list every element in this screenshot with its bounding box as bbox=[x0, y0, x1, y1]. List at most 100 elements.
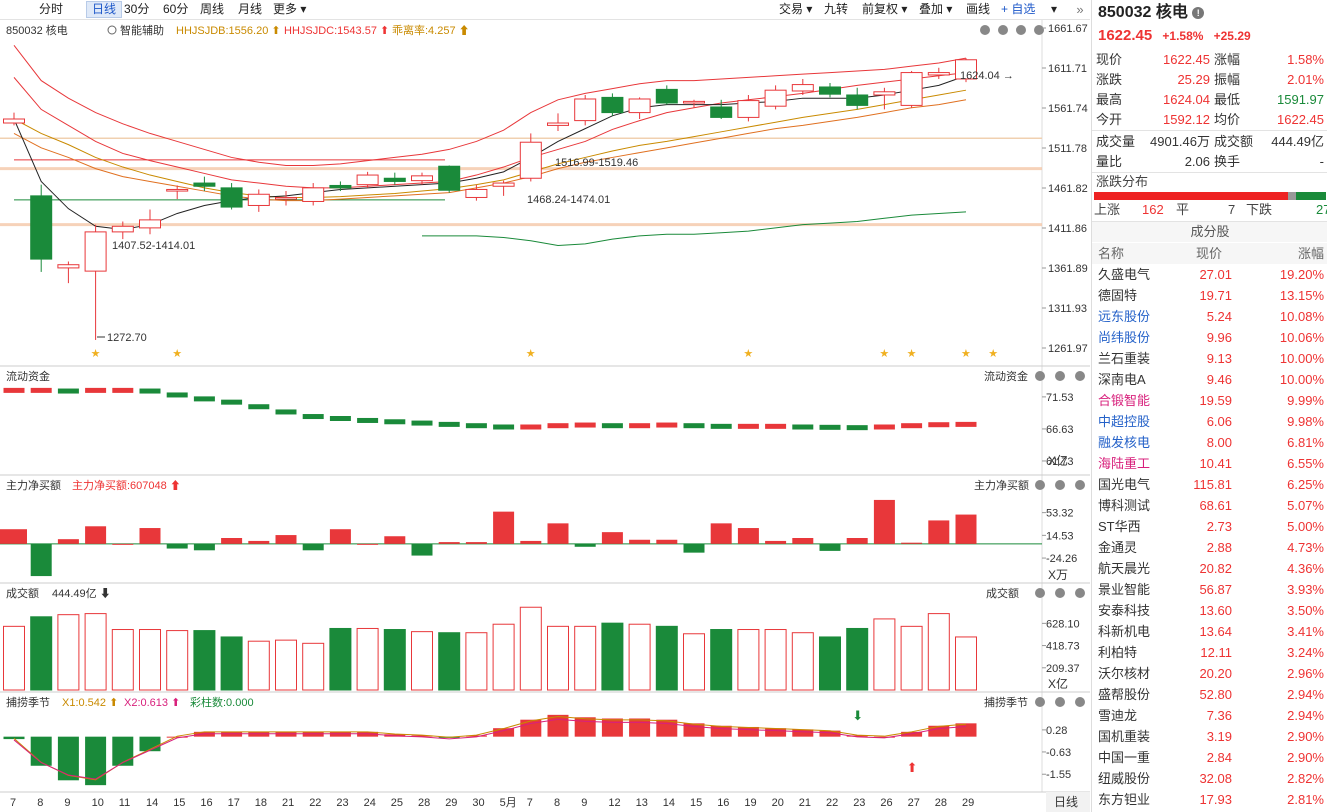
toolbar-right-1[interactable]: 九转 bbox=[824, 2, 849, 16]
toolbar-4[interactable]: 周线 bbox=[200, 2, 225, 16]
toolbar-2[interactable]: 30分 bbox=[124, 2, 150, 16]
date-label: 20 bbox=[772, 797, 784, 809]
p4-axis-label: 418.73 bbox=[1046, 641, 1080, 653]
toolbar-right-2[interactable]: 前复权 ▾ bbox=[862, 2, 908, 16]
liquidity-bar bbox=[302, 414, 324, 420]
netbuy-bar bbox=[765, 540, 787, 544]
gear-icon bbox=[980, 25, 990, 35]
stock-name: 久盛电气 bbox=[1098, 267, 1151, 282]
date-label: 9 bbox=[64, 797, 70, 809]
toolbar-1[interactable]: 日线 bbox=[86, 1, 123, 18]
candle-body bbox=[955, 59, 977, 80]
stock-row[interactable]: 盛帮股份 52.80 2.94% bbox=[1092, 684, 1327, 705]
p5-axis-label: 0.28 bbox=[1046, 725, 1067, 737]
amount-bar bbox=[329, 627, 352, 691]
p3-unit: X万 bbox=[1048, 568, 1068, 582]
liquidity-bar bbox=[601, 423, 623, 429]
stock-row[interactable]: 航天晨光 20.82 4.36% bbox=[1092, 558, 1327, 579]
candle-body bbox=[737, 100, 760, 118]
stock-row[interactable]: 久盛电气 27.01 19.20% bbox=[1092, 264, 1327, 285]
panel3-close-icon bbox=[1075, 480, 1085, 490]
stock-row[interactable]: 金通灵 2.88 4.73% bbox=[1092, 537, 1327, 558]
stock-row[interactable]: 博科测试 68.61 5.07% bbox=[1092, 495, 1327, 516]
toolbar-right-0[interactable]: 交易 ▾ bbox=[779, 2, 813, 16]
date-label: 18 bbox=[255, 797, 267, 809]
stock-row[interactable]: 国机重装 3.19 2.90% bbox=[1092, 726, 1327, 747]
close-icon bbox=[1034, 25, 1044, 35]
stock-row[interactable]: 中超控股 6.06 9.98% bbox=[1092, 411, 1327, 432]
date-label: 14 bbox=[146, 797, 158, 809]
stock-price: 27.01 bbox=[1199, 267, 1232, 282]
star-marker: ★ bbox=[743, 348, 753, 360]
price-axis-label: 1361.89 bbox=[1048, 263, 1088, 275]
stock-row[interactable]: 利柏特 12.11 3.24% bbox=[1092, 642, 1327, 663]
stock-row[interactable]: 中国一重 2.84 2.90% bbox=[1092, 747, 1327, 768]
stock-row[interactable]: 纽威股份 32.08 2.82% bbox=[1092, 768, 1327, 789]
netbuy-bar bbox=[30, 543, 52, 577]
stock-row[interactable]: 合锻智能 19.59 9.99% bbox=[1092, 390, 1327, 411]
stock-row[interactable]: 安泰科技 13.60 3.50% bbox=[1092, 600, 1327, 621]
toolbar-3[interactable]: 60分 bbox=[163, 2, 189, 16]
stock-row[interactable]: 尚纬股份 9.96 10.06% bbox=[1092, 327, 1327, 348]
candle-body bbox=[655, 88, 678, 104]
stock-row[interactable]: 科新机电 13.64 3.41% bbox=[1092, 621, 1327, 642]
candle-body bbox=[302, 187, 325, 202]
stock-row[interactable]: ST华西 2.73 5.00% bbox=[1092, 516, 1327, 537]
stock-row[interactable]: 兰石重装 9.13 10.00% bbox=[1092, 348, 1327, 369]
candle-body bbox=[3, 118, 25, 124]
stock-pct: 5.00% bbox=[1287, 519, 1324, 534]
date-label: 29 bbox=[445, 797, 457, 809]
down-count: 27 bbox=[1316, 202, 1327, 217]
stock-pct: 10.00% bbox=[1279, 351, 1324, 366]
netbuy-bar bbox=[166, 543, 188, 549]
stock-row[interactable]: 雪迪龙 7.36 2.94% bbox=[1092, 705, 1327, 726]
kdj-bar bbox=[873, 736, 895, 738]
stock-row[interactable]: 国光电气 115.81 6.25% bbox=[1092, 474, 1327, 495]
stock-row[interactable]: 海陆重工 10.41 6.55% bbox=[1092, 453, 1327, 474]
info-icon[interactable]: ! bbox=[1192, 7, 1205, 19]
liquidity-bar bbox=[221, 399, 243, 405]
liquidity-bar bbox=[85, 387, 107, 393]
netbuy-bar bbox=[574, 543, 596, 547]
date-label: 8 bbox=[554, 797, 560, 809]
toolbar-6[interactable]: 更多 ▾ bbox=[273, 2, 307, 16]
signal-up-icon: ⬆ bbox=[907, 760, 918, 775]
stock-name: 国机重装 bbox=[1098, 729, 1151, 744]
flat-count: 7 bbox=[1228, 202, 1236, 217]
date-label: 21 bbox=[799, 797, 811, 809]
netbuy-bar bbox=[901, 542, 923, 544]
toolbar-5[interactable]: 月线 bbox=[238, 2, 263, 16]
stock-pct: 2.90% bbox=[1287, 729, 1324, 744]
current-price: 1622.45 bbox=[1098, 27, 1153, 44]
toolbar-right-3[interactable]: 叠加 ▾ bbox=[919, 2, 953, 16]
toolbar-right-4[interactable]: 画线 bbox=[966, 2, 991, 16]
netbuy-bar bbox=[955, 514, 977, 544]
annotation-mid2: 1468.24-1474.01 bbox=[527, 194, 610, 206]
stock-pct: 19.20% bbox=[1279, 267, 1324, 282]
netbuy-bar bbox=[438, 542, 460, 544]
toolbar-0[interactable]: 分时 bbox=[39, 2, 64, 16]
stock-row[interactable]: 深南电A 9.46 10.00% bbox=[1092, 369, 1327, 390]
stock-row[interactable]: 东方钽业 17.93 2.81% bbox=[1092, 789, 1327, 810]
stock-name: 航天晨光 bbox=[1098, 561, 1151, 576]
liquidity-bar bbox=[411, 420, 433, 426]
stock-price: 2.84 bbox=[1206, 750, 1232, 765]
stock-row[interactable]: 沃尔核材 20.20 2.96% bbox=[1092, 663, 1327, 684]
stock-row[interactable]: 景业智能 56.87 3.93% bbox=[1092, 579, 1327, 600]
comp-title: 成分股 bbox=[1092, 222, 1327, 242]
close-icon[interactable]: » bbox=[1076, 2, 1084, 17]
amount-bar bbox=[111, 629, 134, 691]
fav-dropdown-icon[interactable]: ▾ bbox=[1051, 2, 1058, 16]
date-label: 12 bbox=[608, 797, 620, 809]
date-label: 13 bbox=[636, 797, 648, 809]
stat-value: 1.58% bbox=[1287, 52, 1324, 67]
price-axis-label: 1561.74 bbox=[1048, 103, 1088, 115]
comp-list: 久盛电气 27.01 19.20% 德固特 19.71 13.15% 远东股份 5.24 10.… bbox=[1092, 264, 1327, 812]
stock-row[interactable]: 远东股份 5.24 10.08% bbox=[1092, 306, 1327, 327]
toolbar-right-5[interactable]: + 自选 bbox=[1001, 2, 1036, 16]
date-label: 28 bbox=[418, 797, 430, 809]
stock-row[interactable]: 德固特 19.71 13.15% bbox=[1092, 285, 1327, 306]
dist-title: 涨跌分布 bbox=[1096, 174, 1149, 189]
stock-row[interactable]: 融发核电 8.00 6.81% bbox=[1092, 432, 1327, 453]
netbuy-bar bbox=[85, 526, 107, 544]
